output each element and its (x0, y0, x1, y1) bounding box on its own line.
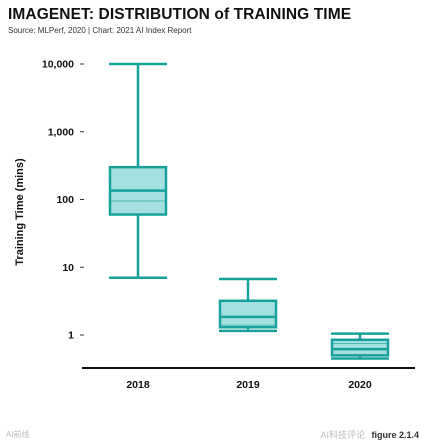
figure-number: figure 2.1.4 (371, 430, 419, 440)
watermark-right: AI科技评论 (320, 430, 365, 440)
y-axis-ticks: 1 10 100 1,000 10,000 (42, 59, 84, 342)
box-group (108, 62, 390, 360)
chart-subtitle: Source: MLPerf, 2020 | Chart: 2021 AI In… (8, 26, 192, 35)
x-tick-label: 2019 (236, 379, 260, 391)
y-axis-label: Training Time (mins) (14, 158, 26, 266)
x-axis-ticks: 2018 2019 2020 (126, 379, 372, 391)
iqr-box (330, 338, 390, 357)
y-tick-label: 10,000 (42, 59, 74, 71)
x-tick-label: 2020 (348, 379, 372, 391)
chart-title: IMAGENET: DISTRIBUTION of TRAINING TIME (8, 6, 352, 23)
figure-label: AI科技评论 figure 2.1.4 (320, 428, 419, 441)
y-tick-label: 100 (56, 194, 74, 206)
iqr-box (218, 299, 278, 329)
y-tick-label: 1 (68, 330, 74, 342)
y-tick-label: 10 (62, 262, 74, 274)
box-2019 (218, 277, 278, 333)
y-tick-label: 1,000 (48, 126, 74, 138)
box-2020 (330, 332, 390, 360)
box-2018 (108, 62, 168, 279)
watermark-left: AI前线 (6, 430, 30, 439)
x-tick-label: 2018 (126, 379, 150, 391)
